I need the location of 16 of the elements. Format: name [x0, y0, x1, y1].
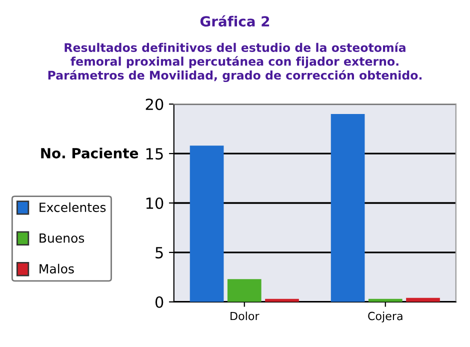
y-tick-label: 10 [146, 197, 164, 210]
bar [227, 279, 262, 302]
x-tick-label: Cojera [368, 312, 402, 322]
legend-label: Excelentes [40, 202, 106, 212]
x-tick-label: Dolor [230, 312, 260, 320]
chart-title: Gráfica 2 [200, 15, 270, 27]
y-tick-label: 0 [155, 296, 164, 308]
bar [330, 114, 365, 302]
legend-label: Malos [40, 264, 74, 274]
legend-label: Buenos [40, 233, 84, 243]
y-axis-title: No. Paciente [41, 148, 138, 158]
y-tick-label: 5 [156, 247, 163, 258]
bar [190, 146, 224, 302]
y-tick-label: 20 [146, 98, 164, 110]
y-tick-label: 15 [146, 148, 163, 160]
chart-subtitle: Resultados definitivos del estudio de la osteotomía femoral proximal percutánea con fijador externo. Parámetros de Movilidad, grado de corrección obtenido. [48, 42, 422, 82]
